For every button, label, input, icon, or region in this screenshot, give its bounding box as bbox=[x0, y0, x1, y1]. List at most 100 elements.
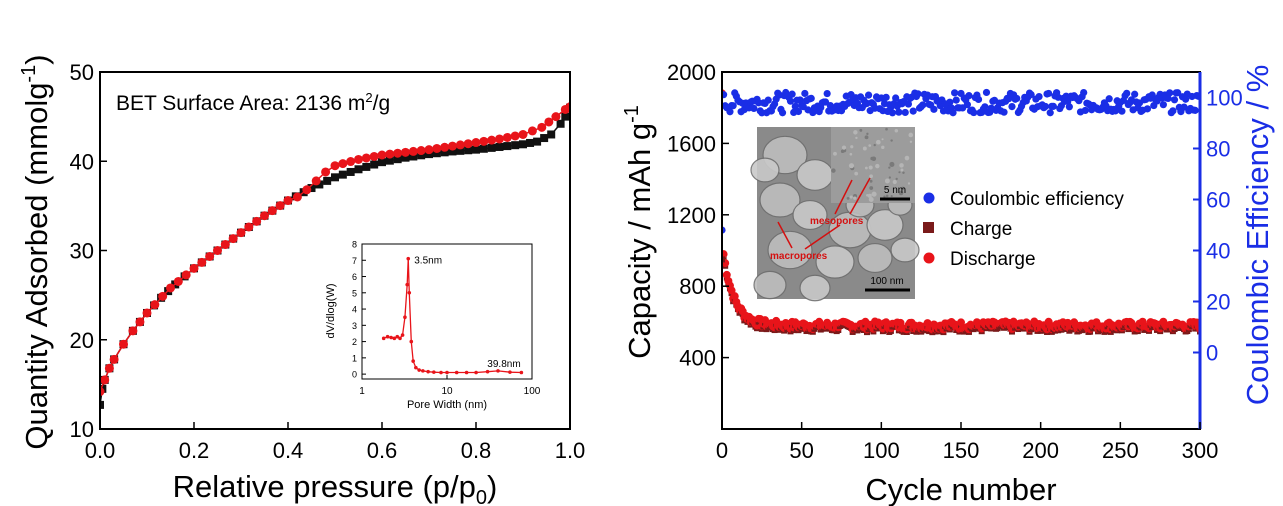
isotherm-y-tick-label: 40 bbox=[70, 149, 94, 174]
inset-y-tick-label: 8 bbox=[352, 240, 357, 250]
pore-distribution-point bbox=[411, 359, 415, 363]
desorption-point bbox=[150, 300, 160, 310]
ce-point bbox=[951, 89, 959, 97]
tem-hr-grain bbox=[853, 130, 858, 135]
adsorption-point bbox=[432, 149, 441, 158]
tem-hr-grain bbox=[908, 132, 914, 138]
ce-point bbox=[778, 109, 787, 117]
tem-hr-grain bbox=[904, 155, 910, 161]
tem-hr-grain bbox=[869, 174, 873, 179]
desorption-point bbox=[471, 138, 481, 148]
inset-peak-annotation: 3.5nm bbox=[414, 256, 442, 267]
desorption-point bbox=[220, 240, 230, 250]
ce-point bbox=[1191, 106, 1199, 114]
inset-y-tick-label: 0 bbox=[352, 370, 357, 380]
adsorption-point bbox=[561, 112, 570, 121]
pore-distribution-point bbox=[389, 335, 393, 340]
ce-point bbox=[895, 108, 903, 116]
tem-hr-grain bbox=[869, 179, 873, 183]
cycling-chart: 5 nm 100 nm mesopores macropores 0 50 100 1… bbox=[621, 60, 1275, 506]
desorption-point bbox=[440, 142, 450, 152]
cycling-right-tick-label: 80 bbox=[1206, 137, 1230, 162]
desorption-point bbox=[142, 308, 152, 318]
pore-distribution-point bbox=[474, 370, 478, 375]
pore-distribution-point bbox=[392, 336, 397, 341]
adsorption-point bbox=[362, 162, 371, 171]
desorption-point bbox=[463, 139, 473, 149]
cycling-y-tick-label: 800 bbox=[679, 274, 716, 299]
ce-point bbox=[1045, 89, 1053, 98]
pore-distribution-point bbox=[385, 334, 390, 339]
isotherm-x-tick-label: 0.2 bbox=[179, 438, 210, 463]
ce-point bbox=[750, 104, 758, 113]
legend-label-0: Coulombic efficiency bbox=[950, 189, 1124, 210]
ce-point bbox=[786, 97, 795, 105]
bet-annotation: BET Surface Area: 2136 m2/g bbox=[116, 90, 390, 115]
adsorption-point bbox=[378, 158, 386, 167]
ce-point bbox=[1013, 94, 1021, 103]
tem-pore-shape bbox=[796, 159, 834, 191]
tem-hr-grain bbox=[866, 132, 869, 136]
inset-x-tick-label: 10 bbox=[441, 386, 453, 397]
adsorption-point bbox=[346, 167, 355, 176]
adsorption-point bbox=[315, 180, 324, 189]
desorption-point bbox=[346, 157, 356, 167]
adsorption-point bbox=[448, 147, 457, 156]
adsorption-point bbox=[370, 160, 379, 169]
ce-point bbox=[1164, 94, 1172, 103]
adsorption-point bbox=[409, 152, 418, 161]
ce-point bbox=[888, 109, 897, 117]
inset-y-tick-label: 2 bbox=[352, 337, 357, 347]
pore-distribution-point bbox=[398, 336, 402, 341]
pore-distribution-point bbox=[407, 290, 412, 295]
adsorption-point bbox=[338, 170, 347, 179]
tem-hr-grain bbox=[849, 152, 853, 156]
ce-point bbox=[1159, 101, 1167, 109]
scale-bar-5nm-label: 5 nm bbox=[884, 185, 906, 196]
adsorption-point bbox=[511, 141, 520, 150]
cycling-right-axis-label: Coulombic Efficiency / % bbox=[1240, 65, 1275, 406]
discharge-point bbox=[957, 318, 965, 327]
pore-distribution-point bbox=[409, 339, 414, 344]
desorption-point bbox=[181, 270, 191, 280]
desorption-point bbox=[267, 206, 277, 216]
adsorption-point bbox=[472, 145, 480, 154]
pore-distribution-point bbox=[485, 369, 490, 374]
tem-pore-shape bbox=[750, 157, 780, 183]
tem-hr-grain bbox=[875, 139, 881, 145]
desorption-point bbox=[385, 149, 395, 159]
isotherm-x-tick-label: 0.0 bbox=[85, 438, 116, 463]
macropores-label: macropores bbox=[770, 251, 828, 262]
pore-distribution-point bbox=[426, 369, 430, 374]
ce-point bbox=[788, 90, 796, 98]
ce-point bbox=[823, 89, 831, 98]
desorption-point bbox=[189, 263, 199, 273]
desorption-point bbox=[197, 257, 207, 267]
inset-background bbox=[360, 248, 532, 372]
ce-point bbox=[726, 108, 734, 116]
adsorption-point bbox=[331, 173, 339, 182]
ce-point bbox=[1143, 105, 1152, 113]
tem-hr-grain bbox=[909, 140, 913, 143]
isotherm-x-tick-label: 1.0 bbox=[555, 438, 586, 463]
inset-y-tick-label: 3 bbox=[352, 321, 357, 331]
desorption-point bbox=[205, 251, 215, 261]
ce-point bbox=[952, 96, 960, 104]
tem-hr-grain bbox=[898, 190, 904, 196]
pore-distribution-point bbox=[381, 336, 386, 341]
cycling-y-tick-label: 1600 bbox=[667, 131, 716, 156]
desorption-point bbox=[377, 150, 387, 160]
isotherm-y-tick-label: 50 bbox=[70, 60, 94, 85]
ce-point bbox=[1123, 89, 1131, 97]
desorption-point bbox=[283, 196, 293, 206]
tem-pore-shape bbox=[759, 182, 801, 218]
desorption-point bbox=[244, 222, 254, 232]
ce-point bbox=[1081, 106, 1089, 115]
adsorption-point bbox=[487, 143, 496, 152]
adsorption-point bbox=[456, 146, 465, 155]
mesopores-label: mesopores bbox=[810, 216, 864, 227]
ce-point bbox=[1174, 89, 1182, 97]
ce-point bbox=[1027, 90, 1035, 99]
